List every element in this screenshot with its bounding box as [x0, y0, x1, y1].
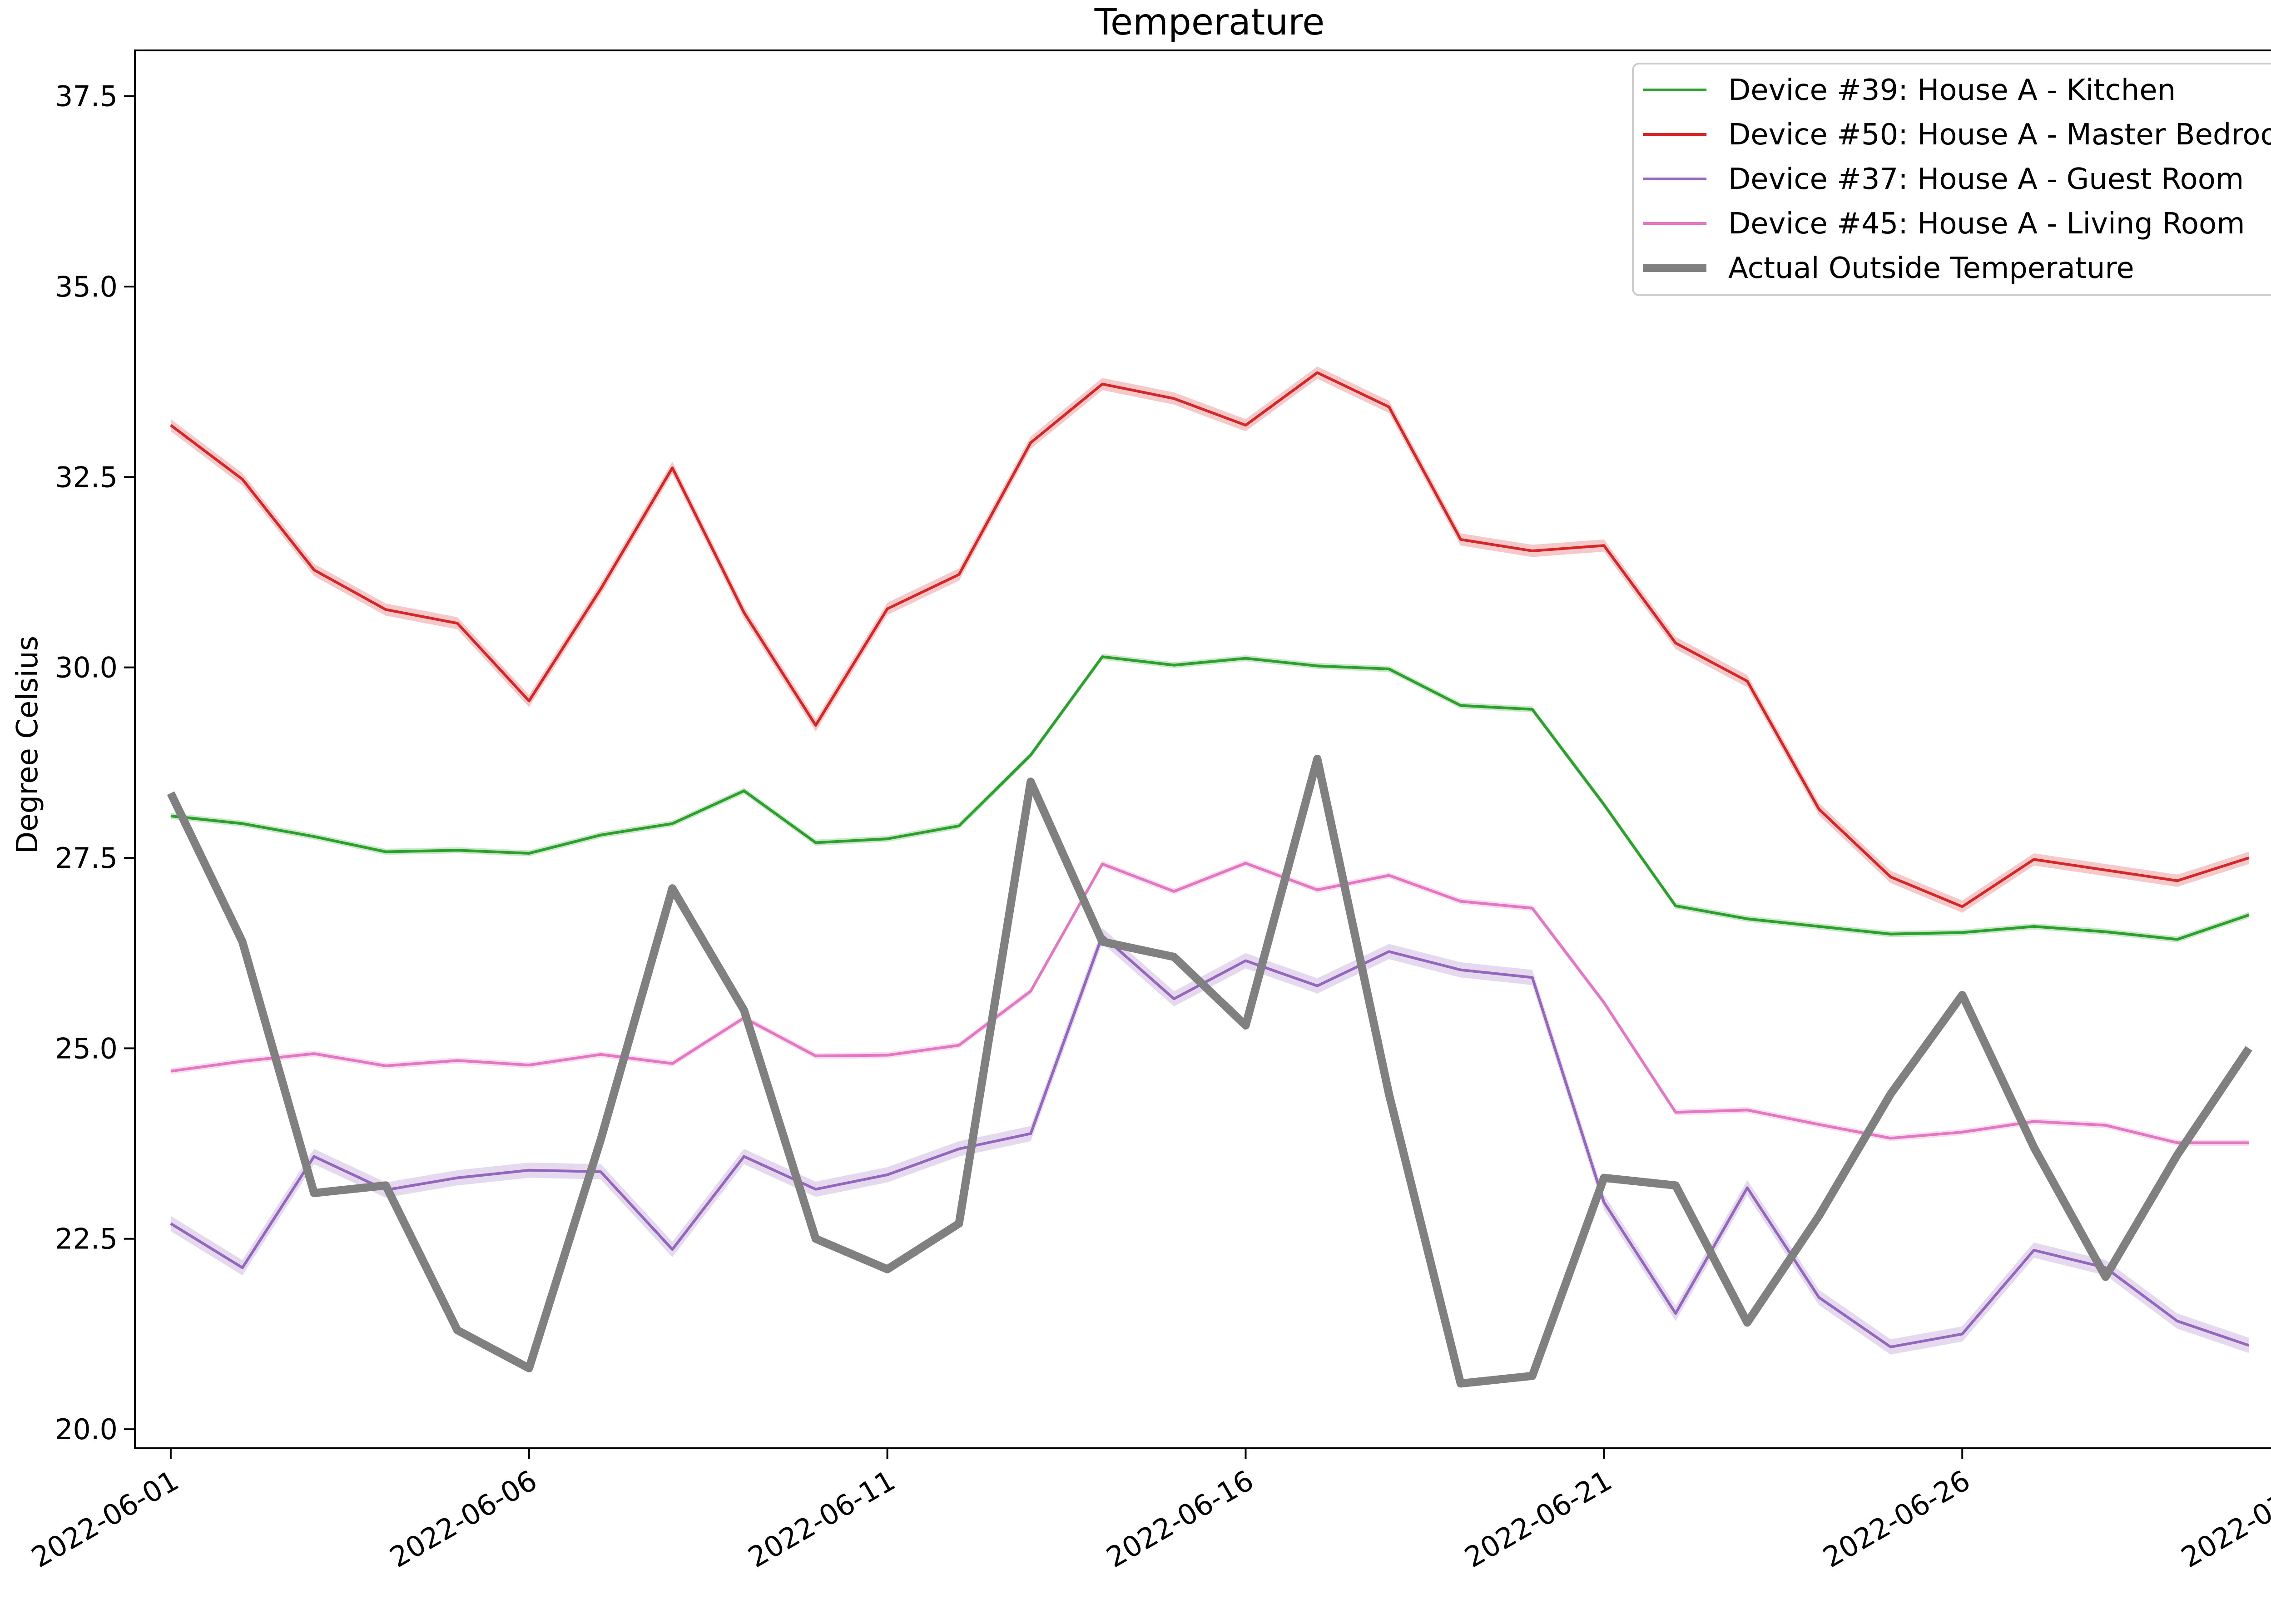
- legend-label-4: Actual Outside Temperature: [1728, 252, 2134, 285]
- y-tick-label: 32.5: [55, 460, 118, 494]
- series-line-2: [170, 934, 2250, 1348]
- y-axis-label: Degree Celsius: [11, 636, 45, 854]
- y-tick-label: 35.0: [55, 270, 118, 303]
- x-tick-label: 2022-06-16: [1101, 1464, 1259, 1574]
- chart-title: Temperature: [1094, 1, 1325, 43]
- y-tick-label: 27.5: [55, 842, 118, 875]
- x-tick-label: 2022-06-11: [743, 1464, 901, 1574]
- y-tick-label: 30.0: [55, 651, 118, 684]
- axes: 20.0 22.5 25.0 27.5 30.0 32.5 35.0 37.5 2022-06-…: [26, 80, 2271, 1574]
- x-tick-label: 2022-06-21: [1459, 1464, 1617, 1574]
- series-band-1: [170, 366, 2249, 913]
- series-line-3: [170, 862, 2249, 1144]
- legend-label-1: Device #50: House A - Master Bedroom: [1728, 118, 2271, 152]
- y-tick-label: 22.5: [55, 1223, 118, 1256]
- legend-box: [1632, 63, 2271, 296]
- series-line-4: [167, 754, 2252, 1388]
- y-tick-label: 37.5: [55, 80, 118, 113]
- x-tick-label: 2022-07-01: [2176, 1464, 2271, 1574]
- series-band-3: [170, 860, 2249, 1146]
- legend-label-3: Device #45: House A - Living Room: [1728, 207, 2245, 241]
- x-tick-label: 2022-06-01: [26, 1464, 184, 1574]
- legend-label-2: Device #37: House A - Guest Room: [1728, 163, 2244, 196]
- y-tick-label: 25.0: [55, 1032, 118, 1065]
- y-tick-label: 20.0: [55, 1413, 118, 1446]
- plot-frame: [134, 50, 2271, 1449]
- series-lines: [167, 371, 2252, 1388]
- x-tick-label: 2022-06-26: [1817, 1464, 1976, 1574]
- series-line-1: [170, 371, 2250, 908]
- confidence-bands: [170, 366, 2249, 1355]
- x-tick-label: 2022-06-06: [384, 1464, 543, 1574]
- legend-label-0: Device #39: House A - Kitchen: [1728, 74, 2176, 107]
- series-line-0: [170, 655, 2250, 941]
- legend: Device #39: House A - Kitchen Device #50:…: [1632, 63, 2271, 296]
